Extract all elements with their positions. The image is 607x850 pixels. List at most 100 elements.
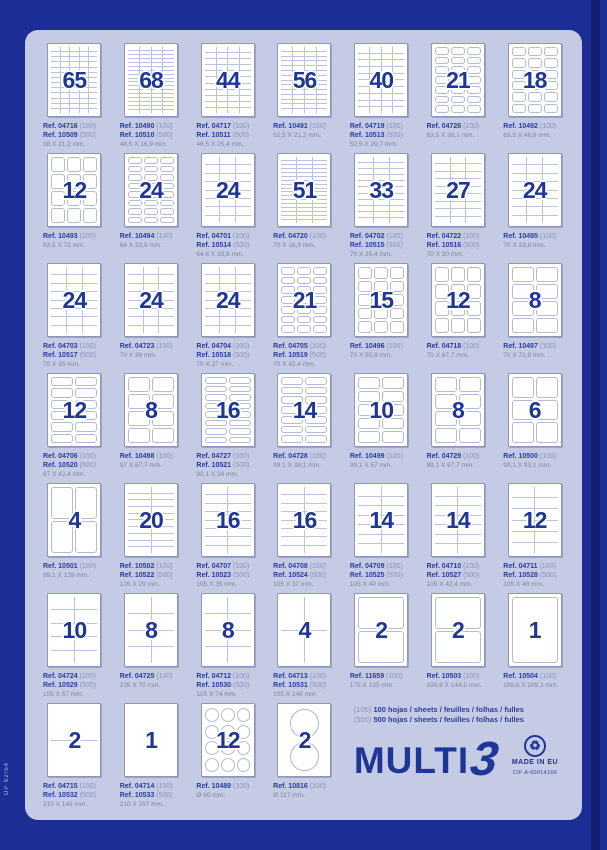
label-slot <box>458 487 481 496</box>
label-slot <box>390 294 405 306</box>
sheet-quantity: (100) <box>231 343 250 350</box>
label-slot <box>128 317 143 325</box>
sheet-quantity: (500) <box>307 352 327 359</box>
label-slot <box>216 59 228 65</box>
label-slot <box>139 110 151 113</box>
product-cell-04712: 8 Ref. 04712 (100) Ref. 10530 (500) 105 X 7… <box>190 593 265 703</box>
label-slot <box>228 402 251 409</box>
label-slot <box>358 87 369 93</box>
label-slot <box>204 520 228 528</box>
label-slot <box>434 515 458 525</box>
legend-500-qty: (500) <box>353 715 372 724</box>
ref-line: Ref. 04717 (100) <box>196 122 265 131</box>
product-info: Ref. 04717 (100) Ref. 10511 (500) 48,5 X 2… <box>190 122 265 149</box>
labels-per-sheet-count: 8 <box>452 396 465 423</box>
multi3-logo: MULTI 3 <box>354 733 502 786</box>
label-circle-slot <box>220 707 235 723</box>
label-slot <box>511 198 527 207</box>
label-layout-preview <box>511 267 558 333</box>
label-slot <box>527 157 542 165</box>
ref-number: Ref. 04719 <box>349 123 385 130</box>
label-slot <box>240 47 251 53</box>
label-sheet-thumbnail: 12 <box>200 703 255 777</box>
label-slot <box>390 307 405 320</box>
label-slot <box>466 216 481 223</box>
sheet-quantity: (100) <box>384 453 403 460</box>
label-slot <box>511 301 534 316</box>
label-slot <box>466 201 481 209</box>
label-slot <box>297 220 312 223</box>
sheet-quantity: (500) <box>231 242 250 249</box>
label-slot <box>316 109 328 113</box>
label-slot <box>204 545 228 553</box>
label-slot <box>358 321 373 333</box>
label-slot <box>381 100 393 107</box>
label-slot <box>216 95 228 101</box>
label-layout-preview <box>511 597 558 663</box>
label-slot <box>511 520 535 531</box>
product-cell-04711: 12 Ref. 04711 (100) Ref. 10528 (500) 105 X … <box>497 483 572 593</box>
product-info: Ref. 10501 (100) 99,1 X 139 mm. <box>37 562 112 580</box>
ref-line: Ref. 10509 (500) <box>43 131 112 140</box>
label-slot <box>74 623 98 637</box>
label-slot <box>144 208 159 215</box>
ref-line: Ref. 04726 (100) <box>427 122 496 131</box>
circle-label <box>205 724 220 739</box>
label-slot <box>316 70 328 75</box>
label-layout-preview <box>511 157 558 223</box>
label-slot <box>128 102 139 106</box>
label-dimensions: 52,5 X 21,2 mm. <box>273 132 321 139</box>
ref-line: Ref. 10498 (100) <box>120 452 189 461</box>
label-slot <box>67 292 82 300</box>
label-dimensions: 64,6 X 33,8 mm. <box>196 251 245 258</box>
product-info: Ref. 04722 (100) Ref. 10516 (500) 70 X 30 … <box>421 232 496 259</box>
label-slot <box>163 82 175 86</box>
product-info: Ref. 10503 (100) 199,6 X 144,5 mm. <box>421 672 496 690</box>
label-slot <box>389 193 405 199</box>
label-slot <box>527 165 542 173</box>
label-slot <box>60 57 70 62</box>
ref-number: Ref. 10816 <box>273 783 308 790</box>
label-slot <box>236 198 251 207</box>
product-info: Ref. 04723 (100) 70 X 36 mm. <box>114 342 189 360</box>
label-sheet-thumbnail: 10 <box>354 373 409 447</box>
label-slot <box>542 173 558 182</box>
sheet-quantity: (100) <box>461 343 480 350</box>
label-slot <box>281 168 297 172</box>
product-info: Ref. 10490 (100) Ref. 10510 (500) 48,5 X 1… <box>114 122 189 149</box>
label-slot <box>466 171 481 179</box>
label-slot <box>151 70 163 74</box>
label-layout-preview <box>128 47 175 113</box>
ref-number: Ref. 04714 <box>119 783 155 790</box>
label-slot <box>163 50 175 54</box>
label-slot <box>228 65 240 71</box>
ref-line: Ref. 04704 (100) <box>196 342 265 351</box>
label-slot <box>152 394 175 409</box>
label-slot <box>527 92 542 102</box>
label-slot <box>297 160 312 164</box>
label-dimensions: 199,6 X 289,1 mm. <box>503 682 559 689</box>
label-slot <box>151 647 175 663</box>
label-slot <box>358 175 373 181</box>
label-slot <box>75 521 98 553</box>
label-slot <box>51 267 66 275</box>
label-slot <box>450 164 466 171</box>
label-dimensions: 70 X 50,8 mm. <box>349 352 393 359</box>
label-slot <box>151 78 163 82</box>
label-layout-preview <box>204 267 251 333</box>
label-slot <box>60 72 70 77</box>
ref-number: Ref. 04724 <box>43 673 78 680</box>
sheet-quantity: (500) <box>461 242 480 249</box>
sheet-quantity: (500) <box>154 572 173 579</box>
label-slot <box>466 157 481 164</box>
print-code-side-text: OP 62/64 <box>4 761 10 795</box>
label-slot <box>160 199 175 206</box>
label-slot <box>88 77 98 83</box>
label-slot <box>281 630 304 663</box>
label-slot <box>293 104 304 109</box>
label-slot <box>381 93 393 100</box>
label-slot <box>369 60 381 67</box>
label-slot <box>79 98 88 103</box>
label-slot <box>60 52 70 57</box>
product-cell-04710: 14 Ref. 04710 (100) Ref. 10527 (500) 105 X … <box>421 483 496 593</box>
